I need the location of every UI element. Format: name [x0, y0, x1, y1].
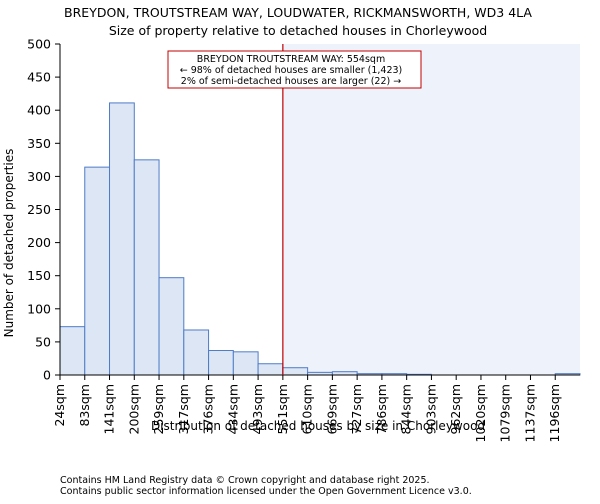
- annotation-box: BREYDON TROUTSTREAM WAY: 554sqm ← 98% of…: [167, 50, 422, 89]
- x-axis-label: Distribution of detached houses by size …: [151, 419, 485, 433]
- footer-line-2: Contains public sector information licen…: [60, 486, 472, 497]
- x-tick-label: 844sqm: [399, 384, 414, 434]
- x-tick-label: 551sqm: [275, 384, 290, 434]
- x-tick-label: 727sqm: [349, 384, 364, 434]
- y-tick-label: 250: [27, 202, 51, 217]
- bar-317sqm: [183, 329, 210, 376]
- y-tick-label: 450: [27, 70, 51, 85]
- annotation-line-3: 2% of semi-detached houses are larger (2…: [181, 76, 401, 87]
- x-tick-label: 200sqm: [126, 384, 141, 434]
- x-tick-label: 1020sqm: [473, 384, 488, 442]
- bar-83sqm: [84, 166, 111, 376]
- x-tick-label: 903sqm: [423, 384, 438, 434]
- bar-434sqm: [232, 351, 259, 376]
- x-tick-label: 493sqm: [250, 384, 265, 434]
- bar-259sqm: [158, 277, 185, 376]
- bar-200sqm: [133, 159, 160, 376]
- bar-24sqm: [59, 326, 86, 376]
- y-tick-label: 350: [27, 136, 51, 151]
- x-tick-label: 259sqm: [151, 384, 166, 434]
- x-tick-label: 610sqm: [300, 384, 315, 434]
- x-tick-label: 1079sqm: [498, 384, 513, 442]
- x-tick-label: 1137sqm: [522, 384, 537, 442]
- footer-line-1: Contains HM Land Registry data © Crown c…: [60, 475, 430, 486]
- y-tick-label: 100: [27, 301, 51, 316]
- x-tick-label: 1196sqm: [547, 384, 562, 442]
- x-tick-label: 434sqm: [225, 384, 240, 434]
- bar-376sqm: [208, 350, 234, 376]
- y-axis-label: Number of detached properties: [2, 149, 16, 338]
- x-tick-label: 317sqm: [176, 384, 191, 434]
- chart-title: BREYDON, TROUTSTREAM WAY, LOUDWATER, RIC…: [64, 5, 532, 20]
- y-tick-label: 500: [27, 37, 51, 52]
- bar-141sqm: [109, 102, 135, 376]
- x-tick-label: 786sqm: [374, 384, 389, 434]
- bar-551sqm: [282, 367, 309, 376]
- x-tick-label: 376sqm: [201, 384, 216, 434]
- x-tick-label: 141sqm: [102, 384, 117, 434]
- highlight-region: [282, 44, 580, 375]
- annotation-border: [167, 50, 422, 89]
- y-tick-label: 300: [27, 169, 51, 184]
- y-tick-label: 400: [27, 103, 51, 118]
- y-tick-label: 0: [43, 368, 51, 383]
- chart-subtitle: Size of property relative to detached ho…: [109, 23, 487, 38]
- x-tick-label: 669sqm: [324, 384, 339, 434]
- y-tick-label: 200: [27, 235, 51, 250]
- y-tick-label: 50: [35, 334, 51, 349]
- x-tick-label: 24sqm: [52, 384, 67, 427]
- y-tick-label: 150: [27, 268, 51, 283]
- annotation-line-1: BREYDON TROUTSTREAM WAY: 554sqm: [197, 54, 385, 65]
- bar-493sqm: [257, 363, 284, 376]
- x-tick-label: 962sqm: [448, 384, 463, 434]
- x-tick-label: 83sqm: [77, 384, 92, 427]
- annotation-line-2: ← 98% of detached houses are smaller (1,…: [180, 65, 403, 76]
